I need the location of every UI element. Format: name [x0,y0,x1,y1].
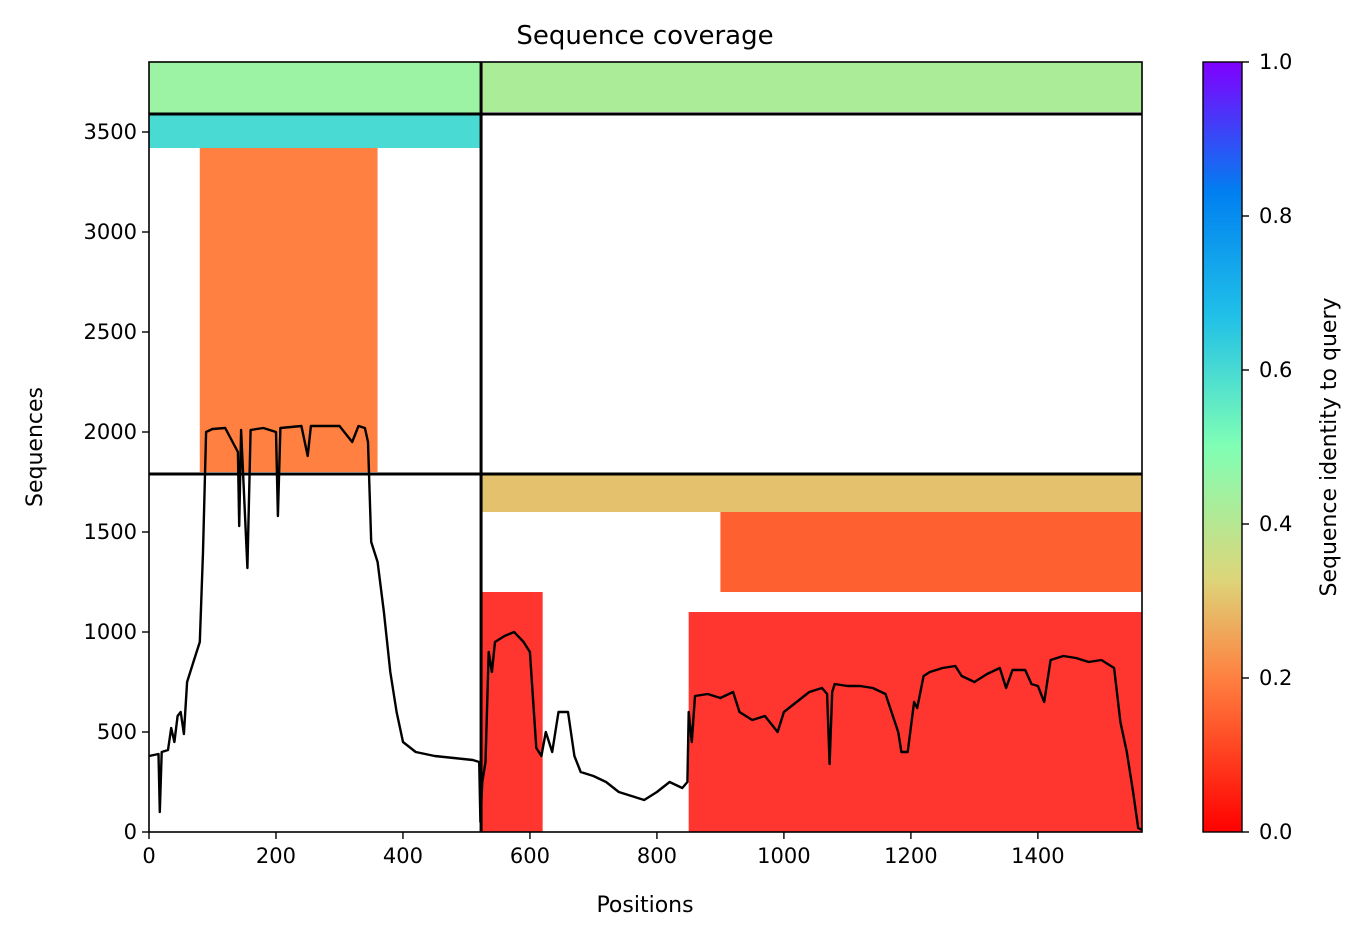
y-tick-label: 3000 [84,220,137,244]
x-axis: 0 200 400 600 800 1000 1200 1400 [142,832,1065,868]
x-tick-label: 1400 [1011,844,1064,868]
colorbar-ticks: 0.0 0.2 0.4 0.6 0.8 1.0 [1242,50,1292,844]
coverage-block [688,612,1142,832]
y-tick-label: 2000 [84,420,137,444]
y-tick-label: 0 [124,820,137,844]
block-boundaries [149,62,1142,832]
colorbar-gradient [1202,61,1243,833]
y-tick-label: 1000 [84,620,137,644]
x-tick-label: 800 [637,844,677,868]
coverage-block [149,114,482,148]
colorbar-tick-label: 0.2 [1259,666,1292,690]
y-tick-label: 1500 [84,520,137,544]
colorbar: 0.0 0.2 0.4 0.6 0.8 1.0 Sequence identity to … [1202,50,1342,844]
colorbar-tick-label: 0.6 [1259,358,1292,382]
colorbar-tick-label: 0.8 [1259,204,1292,228]
coverage-block [720,512,1142,592]
y-tick-label: 500 [97,720,137,744]
colorbar-tick-label: 0.4 [1259,512,1292,536]
x-tick-label: 400 [383,844,423,868]
x-tick-label: 200 [256,844,296,868]
colorbar-label: Sequence identity to query [1317,297,1342,596]
x-tick-label: 1000 [757,844,810,868]
colorbar-tick-label: 1.0 [1259,50,1292,74]
coverage-block [481,62,1142,112]
y-tick-label: 2500 [84,320,137,344]
colorbar-tick-label: 0.0 [1259,820,1292,844]
y-tick-label: 3500 [84,120,137,144]
y-axis-label: Sequences [23,387,48,507]
coverage-block [149,62,482,114]
chart-title: Sequence coverage [516,21,773,51]
plot-area [148,61,1143,833]
x-tick-label: 600 [510,844,550,868]
y-axis: 0 500 1000 1500 2000 2500 3000 3500 [84,120,149,844]
x-tick-label: 0 [142,844,155,868]
heatmap-layer [149,62,1142,832]
x-tick-label: 1200 [884,844,937,868]
coverage-block [481,474,1142,512]
plot-frame [148,61,1143,833]
x-axis-label: Positions [596,893,693,918]
coverage-line [148,424,1143,832]
coverage-block [199,148,378,472]
